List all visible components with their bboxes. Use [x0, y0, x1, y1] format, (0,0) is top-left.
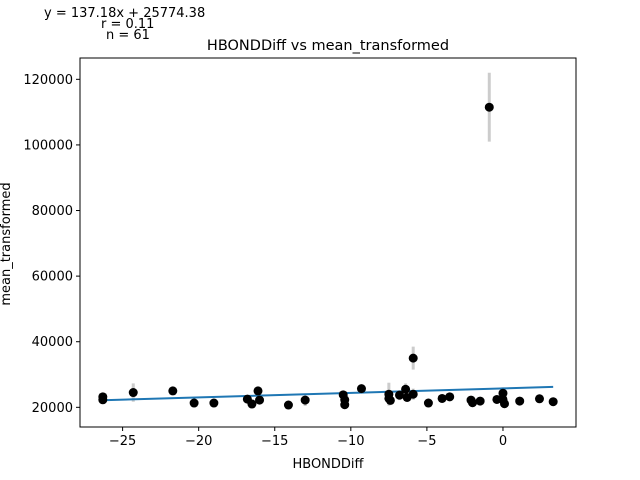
data-point: [408, 389, 418, 399]
data-point: [534, 394, 544, 404]
data-point: [283, 400, 293, 410]
regression-line: [102, 385, 554, 402]
y-axis-ticks: 20000 40000 60000 80000 100000 120000: [23, 73, 80, 416]
data-point: [499, 399, 509, 409]
x-tick-label: 0: [499, 434, 507, 449]
axes-frame: [79, 57, 577, 428]
data-point: [340, 400, 350, 410]
equation-annotation: y = 137.18x + 25774.38: [44, 6, 205, 21]
data-point: [408, 353, 418, 363]
y-tick-label: 60000: [32, 270, 73, 285]
data-point: [395, 390, 405, 400]
data-point: [253, 386, 263, 396]
data-point: [401, 384, 411, 394]
data-point: [255, 395, 265, 405]
data-point: [189, 398, 199, 408]
x-tick-label: −20: [185, 434, 212, 449]
data-point: [423, 398, 433, 408]
data-point: [445, 392, 455, 402]
plot-area: [98, 72, 558, 410]
y-tick-label: 20000: [32, 401, 73, 416]
data-point: [548, 397, 558, 407]
chart-title: HBONDDiff vs mean_transformed: [207, 38, 449, 54]
data-point: [98, 395, 108, 405]
data-point: [128, 388, 138, 398]
data-point: [247, 399, 257, 409]
x-tick-label: −5: [417, 434, 436, 449]
data-point: [356, 384, 366, 394]
y-tick-label: 40000: [32, 335, 73, 350]
x-tick-label: −10: [337, 434, 364, 449]
x-axis-ticks: −25 −20 −15 −10 −5 0: [109, 427, 507, 449]
y-tick-label: 100000: [23, 138, 73, 153]
y-axis-label: mean_transformed: [0, 182, 14, 305]
data-point: [168, 386, 178, 396]
data-point: [385, 395, 395, 405]
x-tick-label: −15: [261, 434, 288, 449]
x-axis-label: HBONDDiff: [292, 457, 364, 472]
n-annotation: n = 61: [106, 28, 150, 43]
data-point: [468, 398, 478, 408]
data-point: [209, 398, 219, 408]
r-annotation: r = 0.11: [101, 17, 154, 32]
data-point: [300, 395, 310, 405]
data-point: [498, 388, 508, 398]
y-tick-label: 80000: [32, 204, 73, 219]
data-point: [437, 393, 447, 403]
y-tick-label: 120000: [23, 73, 73, 88]
data-point: [475, 396, 485, 406]
data-point: [515, 396, 525, 406]
x-tick-label: −25: [109, 434, 136, 449]
data-point: [484, 102, 494, 112]
